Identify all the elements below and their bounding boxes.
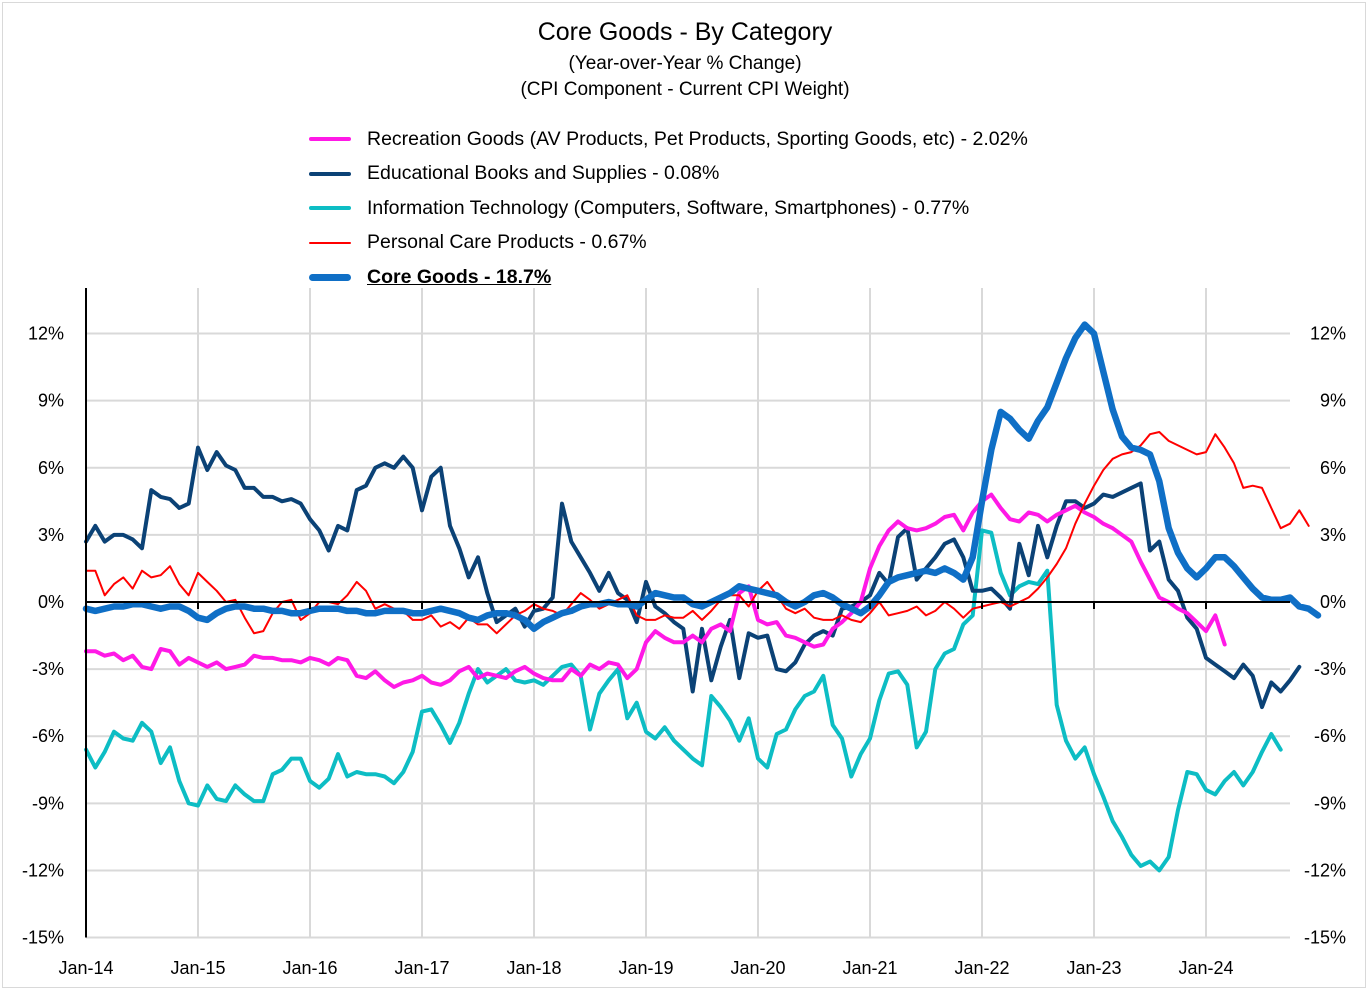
series-line-educational-books	[84, 445, 1302, 710]
y-tick-label-left: -3%	[32, 659, 64, 679]
y-axis-right-labels: 12% 9% 6% 3% 0% -3% -6% -9% -12% -15%	[1304, 324, 1346, 948]
series-line-information-technology	[84, 528, 1283, 873]
chart-subtitle-1: (Year-over-Year % Change)	[568, 53, 802, 74]
y-tick-label-right: 9%	[1320, 391, 1346, 411]
x-tick-label: Jan-16	[282, 958, 337, 978]
x-tick-label: Jan-22	[954, 958, 1009, 978]
y-tick-label-right: -6%	[1314, 726, 1346, 746]
y-tick-label-left: 12%	[28, 324, 64, 344]
axes	[85, 288, 1290, 938]
x-tick-label: Jan-20	[730, 958, 785, 978]
legend-swatch-core-goods	[309, 273, 351, 281]
y-tick-label-right: 0%	[1320, 592, 1346, 612]
series-lines	[82, 321, 1322, 873]
y-axis-left-labels: 12% 9% 6% 3% 0% -3% -6% -9% -12% -15%	[22, 324, 64, 948]
legend-swatch-information-technology	[309, 206, 351, 211]
legend-item-educational-books: Educational Books and Supplies - 0.08%	[297, 157, 1028, 192]
legend-label-personal-care: Personal Care Products - 0.67%	[367, 231, 647, 254]
chart-title: Core Goods - By Category	[537, 18, 833, 46]
x-tick-label: Jan-21	[842, 958, 897, 978]
y-tick-label-right: 6%	[1320, 458, 1346, 478]
x-tick-label: Jan-19	[618, 958, 673, 978]
series-line-personal-care	[85, 431, 1310, 635]
y-tick-label-right: -15%	[1304, 928, 1346, 948]
legend-item-personal-care: Personal Care Products - 0.67%	[297, 226, 1028, 261]
legend-item-recreation-goods: Recreation Goods (AV Products, Pet Produ…	[297, 122, 1028, 157]
y-tick-label-left: 9%	[38, 391, 64, 411]
y-tick-label-left: 0%	[38, 592, 64, 612]
y-tick-label-left: -9%	[32, 793, 64, 813]
series-line-core-goods	[82, 321, 1322, 633]
x-tick-label: Jan-17	[394, 958, 449, 978]
y-tick-label-right: 12%	[1310, 324, 1346, 344]
x-tick-label: Jan-23	[1066, 958, 1121, 978]
legend-swatch-personal-care	[309, 241, 351, 244]
y-tick-label-right: -9%	[1314, 793, 1346, 813]
legend-item-information-technology: Information Technology (Computers, Softw…	[297, 191, 1028, 226]
y-tick-label-right: -3%	[1314, 659, 1346, 679]
x-tick-label: Jan-18	[506, 958, 561, 978]
legend-swatch-recreation-goods	[309, 137, 351, 142]
x-tick-label: Jan-15	[170, 958, 225, 978]
y-tick-label-right: -12%	[1304, 860, 1346, 880]
legend-label-educational-books: Educational Books and Supplies - 0.08%	[367, 162, 720, 185]
x-tick-label: Jan-14	[58, 958, 113, 978]
y-tick-label-left: -15%	[22, 928, 64, 948]
legend-swatch-educational-books	[309, 171, 351, 176]
series-line-recreation-goods	[84, 492, 1227, 689]
x-axis-labels: Jan-14 Jan-15 Jan-16 Jan-17 Jan-18 Jan-19 Jan-…	[58, 958, 1233, 978]
chart-legend: Recreation Goods (AV Products, Pet Produ…	[297, 122, 1028, 295]
y-tick-label-left: 6%	[38, 458, 64, 478]
legend-label-core-goods: Core Goods - 18.7%	[367, 265, 552, 288]
y-tick-label-left: -6%	[32, 726, 64, 746]
chart-subtitle-2: (CPI Component - Current CPI Weight)	[520, 79, 850, 100]
legend-label-information-technology: Information Technology (Computers, Softw…	[367, 196, 970, 219]
legend-label-recreation-goods: Recreation Goods (AV Products, Pet Produ…	[367, 127, 1028, 150]
y-tick-label-right: 3%	[1320, 525, 1346, 545]
y-tick-label-left: 3%	[38, 525, 64, 545]
x-tick-label: Jan-24	[1178, 958, 1233, 978]
y-tick-label-left: -12%	[22, 860, 64, 880]
legend-item-core-goods: Core Goods - 18.7%	[297, 260, 1028, 295]
